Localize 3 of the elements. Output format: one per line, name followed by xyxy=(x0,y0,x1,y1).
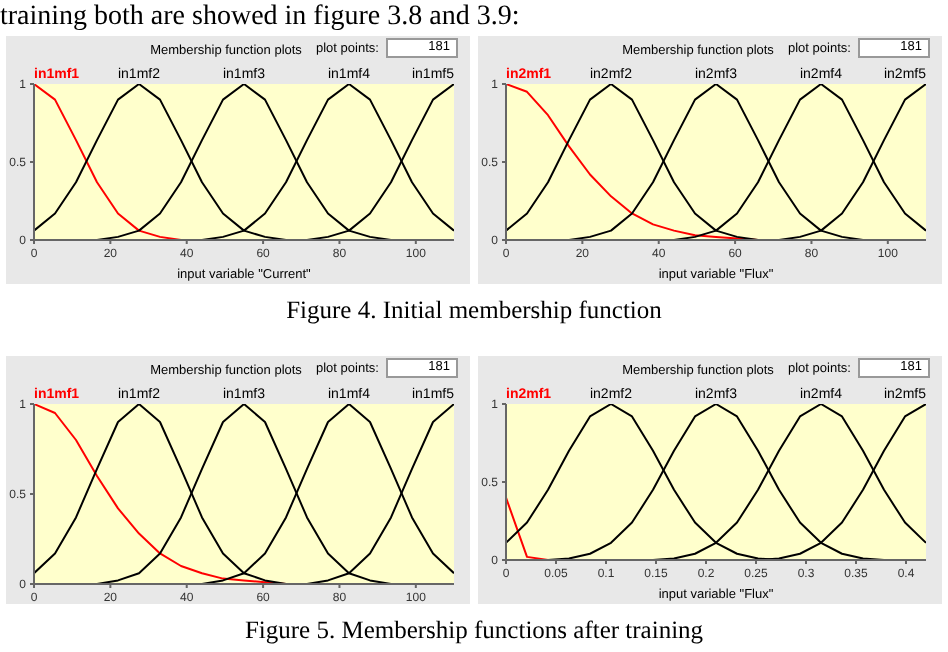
text: training both are showed in figure 3.8 and 3.9: xyxy=(0,0,522,36)
caption: Figure 5. Membership functions after training xyxy=(242,614,706,648)
caption: Figure 4. Initial membership function xyxy=(284,294,664,328)
